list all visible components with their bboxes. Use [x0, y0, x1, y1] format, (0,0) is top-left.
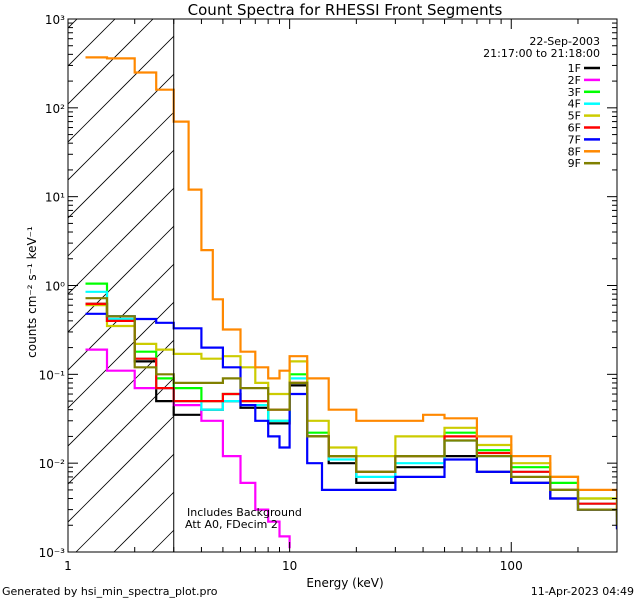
- chart-title: Count Spectra for RHESSI Front Segments: [188, 1, 503, 19]
- x-tick-label: 10: [282, 559, 297, 573]
- legend-label-5F: 5F: [568, 110, 581, 123]
- axis-tick-labels: 1 10 100 10³ 10² 10¹ 10⁰ 10⁻¹ 10⁻² 10⁻³: [39, 13, 523, 573]
- y-tick-label: 10¹: [45, 191, 65, 205]
- legend: 22-Sep-2003 21:17:00 to 21:18:00 1F2F3F4…: [483, 35, 600, 170]
- x-tick-label: 1: [64, 559, 72, 573]
- y-tick-label: 10³: [45, 13, 65, 27]
- legend-label-7F: 7F: [568, 133, 581, 146]
- axis-ticks: [67, 18, 618, 553]
- hatch-line: [68, 19, 344, 295]
- y-tick-label: 10⁻¹: [39, 368, 66, 382]
- annotation-background: Includes Background: [187, 506, 302, 519]
- x-axis-label: Energy (keV): [306, 576, 383, 590]
- x-tick-label: 100: [500, 559, 523, 573]
- series-2F: [85, 348, 291, 549]
- hatch-line: [68, 19, 306, 257]
- legend-label-2F: 2F: [568, 74, 581, 87]
- legend-label-6F: 6F: [568, 122, 581, 135]
- legend-label-8F: 8F: [568, 145, 581, 158]
- y-axis-label: counts cm⁻² s⁻¹ keV⁻¹: [25, 226, 39, 358]
- legend-time-range: 21:17:00 to 21:18:00: [483, 47, 600, 60]
- excluded-energy-hatch: [68, 19, 617, 552]
- legend-label-3F: 3F: [568, 86, 581, 99]
- legend-date: 22-Sep-2003: [529, 35, 600, 48]
- legend-label-9F: 9F: [568, 157, 581, 170]
- y-tick-label: 10⁻³: [39, 546, 66, 560]
- hatch-line: [68, 19, 268, 219]
- series-9F: [85, 297, 617, 526]
- y-tick-label: 10⁰: [45, 280, 65, 294]
- annotation-attenuator: Att A0, FDecim 2: [185, 518, 278, 531]
- legend-label-1F: 1F: [568, 62, 581, 75]
- y-tick-label: 10²: [45, 102, 65, 116]
- footer-timestamp: 11-Apr-2023 04:49: [531, 585, 634, 598]
- footer-generated-by: Generated by hsi_min_spectra_plot.pro: [2, 585, 218, 598]
- y-tick-label: 10⁻²: [39, 457, 66, 471]
- legend-label-4F: 4F: [568, 98, 581, 111]
